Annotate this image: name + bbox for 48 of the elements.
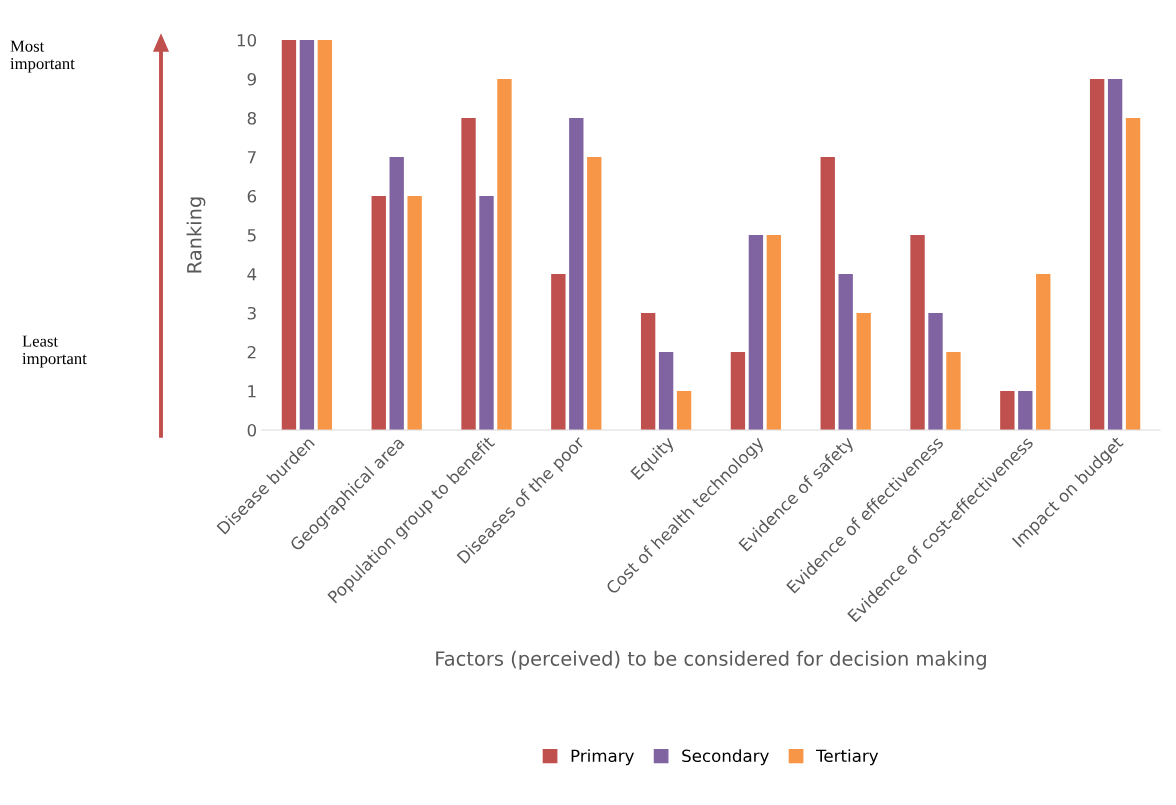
legend-label: Tertiary [816,749,879,766]
bar [676,391,692,430]
y-tick-label: 8 [247,111,256,125]
y-tick-label: 3 [247,306,256,320]
y-tick-label: 10 [237,33,257,47]
bar [497,79,512,430]
bar [820,157,835,430]
bar [730,352,746,430]
bar [389,157,404,430]
y-tick-label: 7 [247,151,256,164]
bar [587,157,602,430]
bar [1107,79,1123,430]
y-tick-label: 9 [247,72,256,86]
bar [838,274,853,430]
bar [928,313,943,430]
bar [1036,274,1051,430]
y-axis-title: Ranking [186,197,206,273]
bar [1000,391,1015,430]
bar [299,40,315,430]
y-tick-label: 4 [247,268,257,281]
bar [407,196,422,430]
bar [1089,79,1105,430]
text: Least important [22,335,87,368]
y-tick-label: 1 [248,385,256,398]
y-tick-label: 0 [247,423,257,437]
bar [910,235,925,430]
y-tick-label: 5 [247,229,256,242]
bar [551,274,566,430]
legend-label: Primary [571,749,634,766]
text: Most important [10,40,75,73]
bar [461,118,476,430]
bar [317,40,333,430]
bar [569,118,584,430]
bar [1125,118,1141,430]
bar [658,352,674,430]
bar [281,40,297,430]
bar [856,313,871,430]
legend-label: Secondary [682,749,769,766]
y-tick-label: 2 [247,345,256,359]
bar [371,196,386,430]
bar [766,235,782,430]
bar [748,235,764,430]
bar [946,352,961,430]
bar [479,196,494,430]
y-tick-label: 6 [247,189,257,203]
bar [640,313,656,430]
x-axis-title: Factors (perceived) to be considered for decision making [436,650,986,670]
bar [1018,391,1033,430]
